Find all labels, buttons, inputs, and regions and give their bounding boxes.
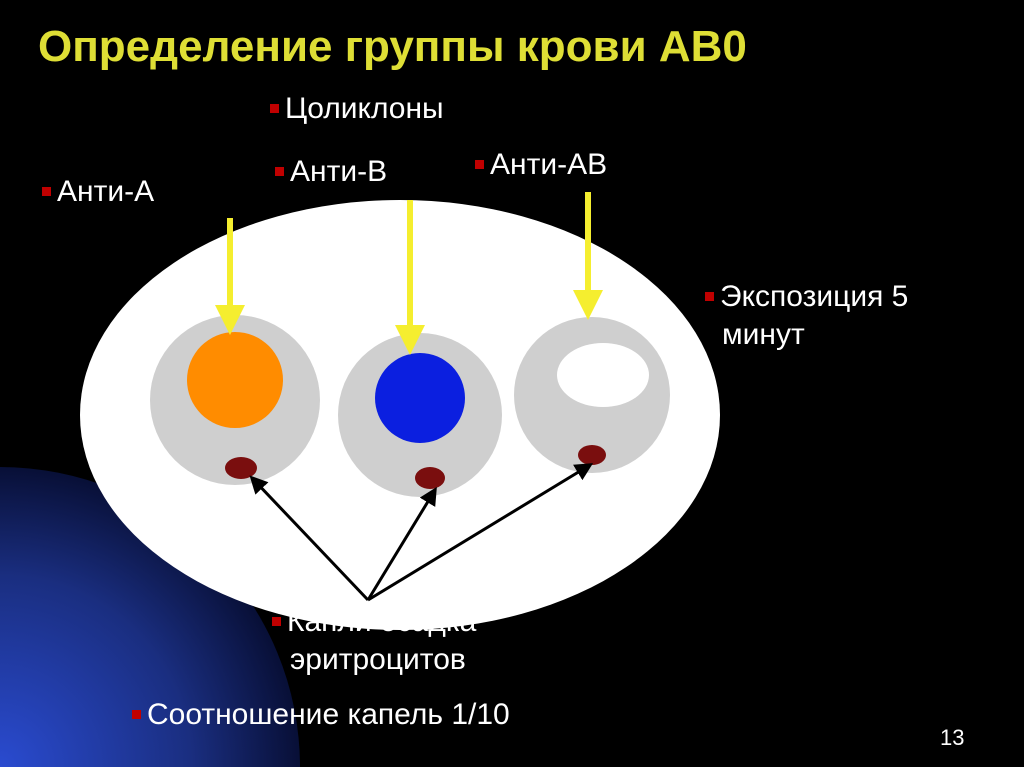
reagent-drop-0	[187, 332, 283, 428]
label-expo_l1: Экспозиция 5	[705, 280, 908, 314]
label-text: Анти-АВ	[490, 148, 607, 181]
well-2	[514, 317, 670, 473]
bullet-icon	[132, 710, 141, 719]
label-expo_l2: минут	[722, 318, 805, 352]
bullet-icon	[272, 617, 281, 626]
label-text: Анти-В	[290, 155, 387, 188]
label-text: минут	[722, 318, 805, 351]
label-text: Цоликлоны	[285, 92, 444, 125]
label-text: Капли осадка	[287, 605, 476, 638]
label-anti_b: Анти-В	[275, 155, 387, 189]
bullet-icon	[42, 187, 51, 196]
arrow-callout-1	[368, 490, 435, 600]
well-0	[150, 315, 320, 485]
label-drops_l1: Капли осадка	[272, 605, 476, 639]
label-text: Соотношение капель 1/10	[147, 698, 510, 731]
label-tsoliklony: Цоликлоны	[270, 92, 444, 126]
well-1	[338, 333, 502, 497]
label-anti_a: Анти-А	[42, 175, 154, 209]
slide-title: Определение группы крови АВ0	[38, 22, 747, 72]
blood-drop-2	[578, 445, 606, 465]
page-number: 13	[940, 725, 964, 751]
reagent-drop-2	[557, 343, 649, 407]
label-ratio: Соотношение капель 1/10	[132, 698, 510, 732]
bullet-icon	[705, 292, 714, 301]
blood-drop-0	[225, 457, 257, 479]
arrow-callout-2	[368, 465, 590, 600]
bullet-icon	[275, 167, 284, 176]
label-anti_ab: Анти-АВ	[475, 148, 607, 182]
slide-root: Определение группы крови АВ0 Цоликлоны Ан…	[0, 0, 1024, 767]
reagent-drop-1	[375, 353, 465, 443]
label-text: эритроцитов	[290, 643, 466, 676]
bullet-icon	[475, 160, 484, 169]
blood-drop-1	[415, 467, 445, 489]
label-text: Анти-А	[57, 175, 154, 208]
arrow-callout-0	[252, 478, 368, 600]
label-text: Экспозиция 5	[720, 280, 908, 313]
label-drops_l2: эритроцитов	[290, 643, 466, 677]
bullet-icon	[270, 104, 279, 113]
